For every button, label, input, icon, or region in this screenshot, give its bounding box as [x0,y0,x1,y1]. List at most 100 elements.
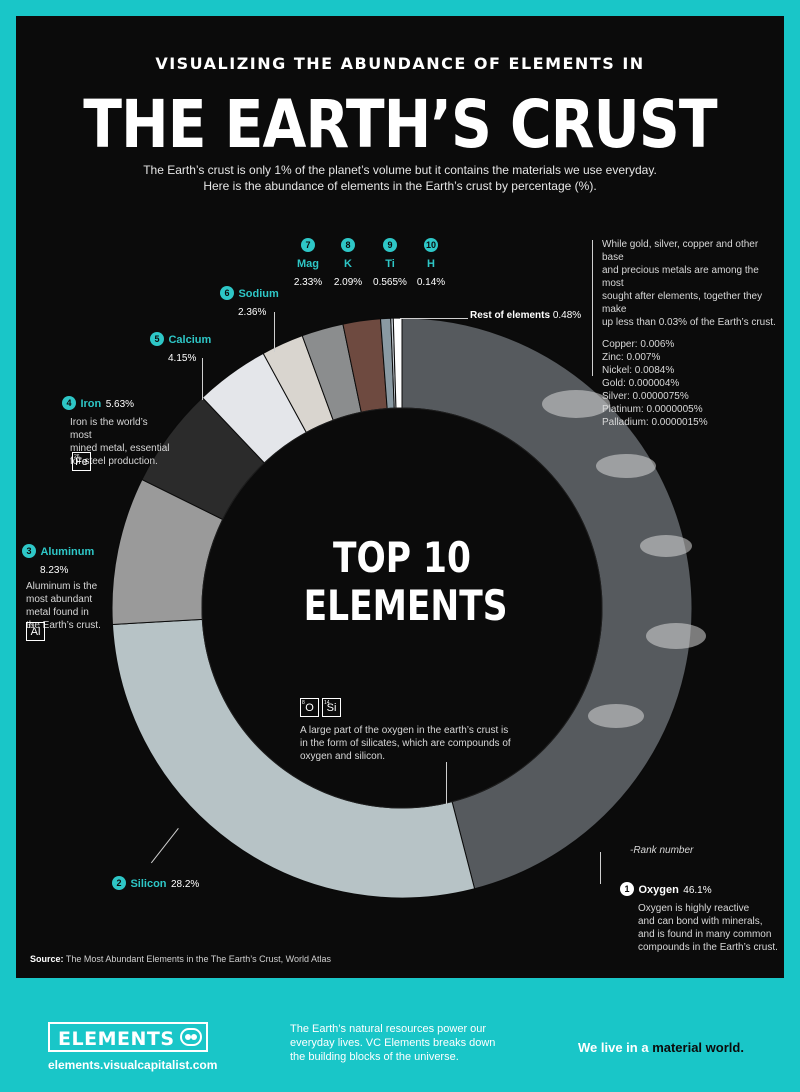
rank-number-note: -Rank number [630,845,694,856]
label-name: Silicon [130,878,167,890]
footer-tagline: We live in a material world. [578,1040,744,1055]
rank-badge: 6 [220,285,234,300]
label-pct: 0.48% [552,310,582,321]
note-line: A large part of the oxygen in the earth’… [300,725,509,736]
label-sodium: 6 Sodium 2.36% [220,284,279,320]
rank-badge: 1 [620,881,634,896]
source-text: The Most Abundant Elements in the The Ea… [65,954,331,964]
blurb-line: The Earth’s natural resources power our [290,1023,487,1035]
note-line: up less than 0.03% of the Earth’s crust. [602,317,776,328]
logo-icon [180,1028,202,1046]
donut-hole [201,407,603,809]
center-title-line-2: ELEMENTS [303,581,508,630]
infographic-panel: VISUALIZING THE ABUNDANCE OF ELEMENTS IN… [16,16,784,978]
label-rest: Rest of elements 0.48% [470,310,581,321]
note-line: While gold, silver, copper and other bas… [602,239,759,263]
label-pct: 8.23% [40,565,69,576]
label-oxygen: 1 Oxygen 46.1% Oxygen is highly reactive… [620,880,784,954]
tagline-part-b: material world. [652,1040,744,1055]
label-name: H [427,258,435,270]
rank-badge: 10 [424,237,438,252]
element-symbol-al: 13 Al [26,622,45,641]
label-silicon: 2 Silicon 28.2% [112,874,199,892]
label-calcium: 5 Calcium 4.15% [150,330,211,366]
leader-line-rest [400,318,468,319]
label-pct: 5.63% [105,399,135,410]
cloud-decoration [596,454,656,478]
label-pct: 28.2% [170,879,200,890]
note-line: oxygen and silicon. [300,751,386,762]
subtitle-line-1: The Earth’s crust is only 1% of the plan… [143,163,657,177]
leader-line-sodium [274,312,275,352]
label-pct: 0.14% [416,277,446,288]
donut-chart [111,317,706,899]
rank-badge: 9 [383,237,397,252]
rank-badge: 2 [112,875,126,890]
note-line: in the form of silicates, which are comp… [300,738,511,749]
label-pct: 2.36% [238,307,267,318]
desc-line: metal found in [26,607,89,618]
label-h: 10 H 0.14% [412,236,450,290]
leader-line-silicates [446,762,447,804]
metal-item: Platinum: 0.0000005% [602,404,703,415]
desc-line: Oxygen is highly reactive [638,903,750,914]
source-label: Source: [30,954,64,964]
desc-line: the Earth’s crust. [26,620,101,631]
metal-item: Silver: 0.0000075% [602,391,689,402]
footer-url[interactable]: elements.visualcapitalist.com [48,1058,218,1072]
label-name: Aluminum [40,546,95,558]
label-name: Ti [385,258,395,270]
rank-badge: 4 [62,395,76,410]
desc-line: and can bond with minerals, [638,916,763,927]
desc-line: most abundant [26,594,93,605]
footer: ELEMENTS elements.visualcapitalist.com T… [0,992,800,1092]
leader-line-oxygen [600,852,601,884]
label-pct: 46.1% [683,885,712,896]
metal-item: Nickel: 0.0084% [602,365,675,376]
label-name: Oxygen [638,884,679,896]
blurb-line: the building blocks of the universe. [290,1051,459,1063]
label-name: Calcium [168,334,212,346]
label-name: Mag [297,258,319,270]
cloud-decoration [646,623,706,649]
desc-line: mined metal, essential [70,443,170,454]
note-rule [592,240,593,376]
silicates-note: A large part of the oxygen in the earth’… [300,724,540,763]
rank-badge: 3 [22,543,36,558]
label-name: Rest of elements [470,310,551,321]
rank-badge: 8 [341,237,355,252]
cloud-decoration [588,704,644,728]
metal-item: Zinc: 0.007% [602,352,661,363]
desc-line: and is found in many common [638,929,772,940]
leader-line-calcium [202,358,203,400]
metal-item: Palladium: 0.0000015% [602,417,708,428]
tagline-part-a: We live in a [578,1040,653,1055]
label-k: 8 K 2.09% [328,236,368,290]
label-mag: 7 Mag 2.33% [288,236,328,290]
metal-item: Gold: 0.000004% [602,378,680,389]
elements-logo[interactable]: ELEMENTS [48,1022,208,1052]
footer-blurb: The Earth’s natural resources power our … [290,1022,495,1064]
label-iron: 4 Iron 5.63% Iron is the world’s most mi… [62,394,172,468]
cloud-decoration [640,535,692,557]
label-name: Iron [80,398,102,410]
note-line: and precious metals are among the most [602,265,759,289]
rank-badge: 7 [301,237,315,252]
label-name: Sodium [238,288,279,300]
subtitle-line-2: Here is the abundance of elements in the… [203,179,597,193]
label-pct: 0.565% [373,277,407,288]
page-title: THE EARTH’S CRUST [83,86,717,163]
rank-badge: 5 [150,331,164,346]
label-pct: 2.09% [333,277,363,288]
note-line: sought after elements, together they mak… [602,291,763,315]
element-symbol-si: 14 Si [322,698,341,717]
logo-text: ELEMENTS [58,1028,175,1050]
source-note: Source: The Most Abundant Elements in th… [30,954,331,964]
label-aluminum: 3 Aluminum 8.23% Aluminum is the most ab… [22,542,122,632]
desc-line: Iron is the world’s most [70,417,148,441]
precious-note: While gold, silver, copper and other bas… [602,238,782,429]
center-title-line-1: TOP 10 [333,533,471,582]
desc-line: Aluminum is the [26,581,98,592]
metal-item: Copper: 0.006% [602,339,675,350]
